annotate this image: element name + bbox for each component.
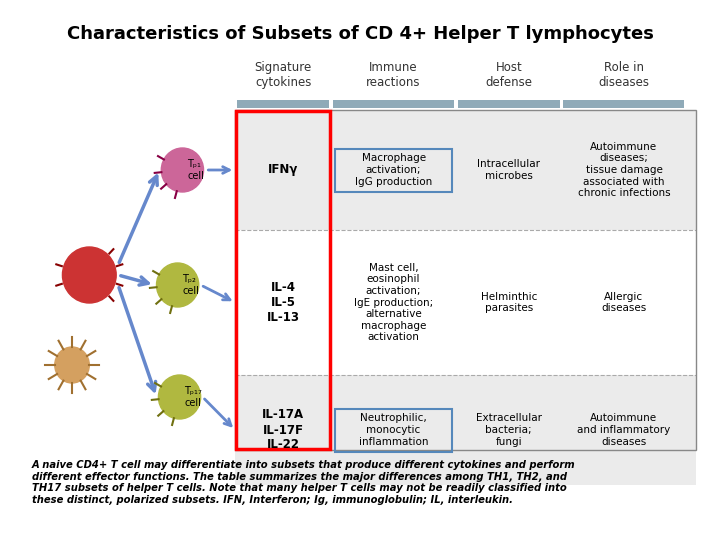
Text: Tₚ₁₇
cell: Tₚ₁₇ cell — [184, 386, 202, 408]
Text: Immune
reactions: Immune reactions — [366, 61, 421, 89]
Text: Autoimmune
diseases;
tissue damage
associated with
chronic infections: Autoimmune diseases; tissue damage assoc… — [577, 142, 670, 198]
Circle shape — [63, 247, 116, 303]
Circle shape — [158, 375, 201, 419]
Text: Extracellular
bacteria;
fungi: Extracellular bacteria; fungi — [476, 414, 541, 447]
Text: Mast cell,
eosinophil
activation;
IgE production;
alternative
macrophage
activat: Mast cell, eosinophil activation; IgE pr… — [354, 262, 433, 342]
Bar — [235, 375, 696, 485]
Text: IFNγ: IFNγ — [268, 164, 298, 177]
Bar — [235, 230, 696, 375]
Text: Autoimmune
and inflammatory
diseases: Autoimmune and inflammatory diseases — [577, 414, 670, 447]
Text: Tₚ₁
cell: Tₚ₁ cell — [187, 159, 204, 181]
Text: Neutrophilic,
monocytic
inflammation: Neutrophilic, monocytic inflammation — [359, 414, 428, 447]
Text: Macrophage
activation;
IgG production: Macrophage activation; IgG production — [355, 153, 432, 187]
Text: Allergic
diseases: Allergic diseases — [601, 292, 647, 313]
Text: Tₚ₂
cell: Tₚ₂ cell — [182, 274, 199, 296]
Text: IL-4
IL-5
IL-13: IL-4 IL-5 IL-13 — [266, 281, 300, 324]
Text: Helminthic
parasites: Helminthic parasites — [480, 292, 537, 313]
Text: Characteristics of Subsets of CD 4+ Helper T lymphocytes: Characteristics of Subsets of CD 4+ Help… — [66, 25, 654, 43]
Text: Signature
cytokines: Signature cytokines — [255, 61, 312, 89]
Bar — [235, 110, 696, 230]
FancyBboxPatch shape — [458, 100, 559, 108]
Text: Host
defense: Host defense — [485, 61, 532, 89]
Text: Role in
diseases: Role in diseases — [598, 61, 649, 89]
FancyBboxPatch shape — [237, 100, 329, 108]
FancyBboxPatch shape — [333, 100, 454, 108]
Circle shape — [156, 263, 199, 307]
Circle shape — [161, 148, 204, 192]
Text: IL-17A
IL-17F
IL-22: IL-17A IL-17F IL-22 — [262, 408, 305, 451]
Text: Intracellular
microbes: Intracellular microbes — [477, 159, 540, 181]
Circle shape — [55, 347, 89, 383]
Bar — [235, 110, 696, 450]
FancyBboxPatch shape — [564, 100, 685, 108]
Text: A naive CD4+ T cell may differentiate into subsets that produce different cytoki: A naive CD4+ T cell may differentiate in… — [32, 460, 575, 505]
